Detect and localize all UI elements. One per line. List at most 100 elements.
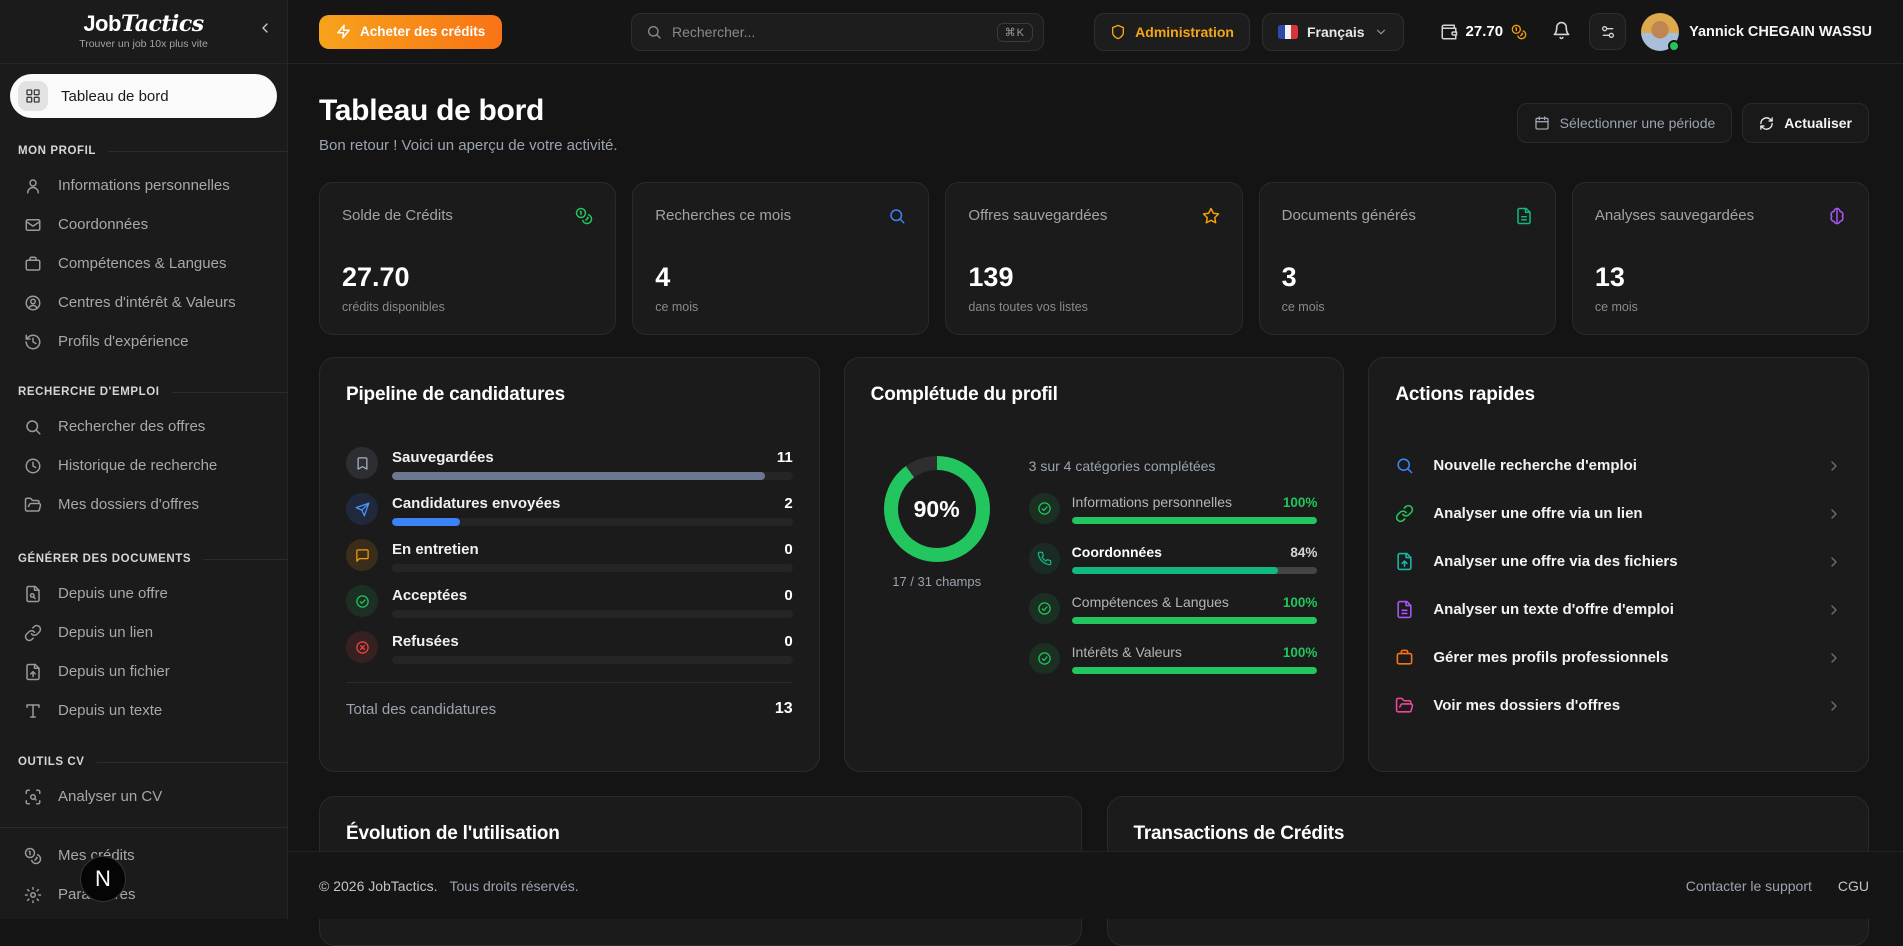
action-label: Analyser un texte d'offre d'emploi	[1433, 601, 1674, 618]
action-analyser-offre-fichiers[interactable]: Analyser une offre via des fichiers	[1395, 552, 1842, 571]
pipeline-value: 2	[784, 495, 793, 512]
pipeline-rows: Sauvegardées 11 Candidatures envoyées 2 En…	[346, 447, 793, 664]
sidebar-item-depuis-un-fichier[interactable]: Depuis un fichier	[0, 652, 287, 691]
sidebar-item-centres-interet-valeurs[interactable]: Centres d'intérêt & Valeurs	[0, 283, 287, 322]
sidebar-item-historique-de-recherche[interactable]: Historique de recherche	[0, 446, 287, 485]
sidebar-item-tableau-de-bord[interactable]: Tableau de bord	[10, 74, 277, 118]
stat-value: 3	[1281, 262, 1297, 292]
search-icon	[888, 207, 906, 225]
briefcase-icon	[24, 255, 42, 273]
stat-label: Analyses sauvegardées	[1594, 207, 1755, 224]
progress-track	[1071, 617, 1318, 624]
pipeline-total: Total des candidatures 13	[346, 682, 793, 718]
action-analyser-offre-lien[interactable]: Analyser une offre via un lien	[1395, 504, 1842, 523]
sidebar-item-label: Informations personnelles	[58, 177, 230, 194]
administration-button[interactable]: Administration	[1094, 12, 1250, 51]
category-label: Coordonnées	[1071, 544, 1162, 560]
pipeline-row-refusees: Refusées 0	[346, 631, 793, 664]
refresh-button[interactable]: Actualiser	[1742, 103, 1869, 143]
check-circle-icon	[346, 585, 378, 617]
section-label: RECHERCHE D'EMPLOI	[0, 386, 287, 398]
sidebar-item-label: Profils d'expérience	[58, 333, 189, 350]
history-icon	[24, 333, 42, 351]
stat-card-analyses-sauvegardees: Analyses sauvegardées 13 ce mois	[1571, 182, 1870, 335]
category-label: Informations personnelles	[1071, 494, 1232, 510]
sidebar-collapse-button[interactable]	[257, 20, 273, 39]
credits-balance[interactable]: 27.70	[1440, 23, 1528, 41]
card-title: Transactions de Crédits	[1133, 823, 1345, 844]
select-period-button[interactable]: Sélectionner une période	[1516, 103, 1733, 143]
contact-support-link[interactable]: Contacter le support	[1685, 877, 1812, 894]
notifications-button[interactable]	[1552, 21, 1571, 43]
profile-completeness-card: Complétude du profil 90% 17 / 31 champs …	[843, 357, 1345, 772]
action-nouvelle-recherche[interactable]: Nouvelle recherche d'emploi	[1395, 456, 1842, 475]
sidebar-item-depuis-un-lien[interactable]: Depuis un lien	[0, 613, 287, 652]
card-title: Complétude du profil	[870, 384, 1058, 405]
sidebar-item-mes-dossiers-offres[interactable]: Mes dossiers d'offres	[0, 485, 287, 524]
action-voir-dossiers[interactable]: Voir mes dossiers d'offres	[1395, 696, 1842, 715]
n-badge[interactable]: N	[80, 856, 126, 902]
progress-fill	[1071, 517, 1318, 524]
main-content: Tableau de bord Bon retour ! Voici un ap…	[288, 64, 1903, 946]
user-menu[interactable]: Yannick CHEGAIN WASSU	[1641, 12, 1872, 52]
sidebar-item-rechercher-des-offres[interactable]: Rechercher des offres	[0, 407, 287, 446]
page-header: Tableau de bord Bon retour ! Voici un ap…	[319, 94, 1869, 154]
topbar-right: Administration Français 27.70 Yannick CH…	[1094, 12, 1872, 52]
global-search[interactable]: ⌘K	[631, 13, 1044, 51]
search-icon	[24, 418, 42, 436]
sidebar-item-label: Coordonnées	[58, 216, 149, 233]
search-input[interactable]	[672, 24, 987, 40]
completion-ring-column: 90% 17 / 31 champs	[871, 454, 1003, 674]
stat-subtitle: ce mois	[655, 300, 699, 314]
middle-row: Pipeline de candidatures Sauvegardées 11 …	[319, 357, 1870, 772]
quick-actions-list: Nouvelle recherche d'emploi Analyser une…	[1395, 456, 1842, 715]
stat-label: Documents générés	[1281, 207, 1416, 224]
sidebar-section-mon-profil: MON PROFIL Informations personnelles Coo…	[0, 145, 287, 361]
sidebar-item-label: Compétences & Langues	[58, 255, 227, 272]
file-search-icon	[24, 585, 42, 603]
briefcase-icon	[1395, 648, 1414, 667]
link-icon	[24, 624, 42, 642]
bell-icon	[1552, 21, 1571, 40]
stat-card-recherches: Recherches ce mois 4 ce mois	[632, 182, 930, 335]
progress-fill	[392, 472, 765, 480]
card-title: Actions rapides	[1395, 384, 1535, 405]
user-circle-icon	[24, 294, 42, 312]
pipeline-row-envoyees: Candidatures envoyées 2	[346, 493, 793, 526]
page-title: Tableau de bord	[319, 94, 544, 127]
action-label: Analyser une offre via des fichiers	[1433, 553, 1678, 570]
language-label: Français	[1306, 23, 1365, 40]
progress-track	[392, 472, 793, 480]
sidebar-item-analyser-un-cv[interactable]: Analyser un CV	[0, 777, 287, 816]
card-title: Évolution de l'utilisation	[346, 823, 560, 844]
sidebar-item-coordonnees[interactable]: Coordonnées	[0, 205, 287, 244]
total-value: 13	[774, 700, 793, 717]
sidebar-item-depuis-une-offre[interactable]: Depuis une offre	[0, 574, 287, 613]
buy-credits-button[interactable]: Acheter des crédits	[319, 14, 503, 49]
mail-icon	[24, 216, 42, 234]
sidebar-item-informations-personnelles[interactable]: Informations personnelles	[0, 166, 287, 205]
language-selector[interactable]: Français	[1261, 12, 1404, 51]
sidebar-item-mes-credits[interactable]: Mes crédits	[0, 836, 287, 875]
stat-subtitle: ce mois	[1594, 300, 1638, 314]
chevron-left-icon	[257, 20, 273, 36]
action-gerer-profils[interactable]: Gérer mes profils professionnels	[1395, 648, 1842, 667]
pipeline-label: Refusées	[392, 633, 459, 650]
sidebar-item-competences-langues[interactable]: Compétences & Langues	[0, 244, 287, 283]
cgu-link[interactable]: CGU	[1837, 877, 1869, 894]
action-analyser-texte-offre[interactable]: Analyser un texte d'offre d'emploi	[1395, 600, 1842, 619]
brain-icon	[1828, 207, 1846, 225]
preferences-button[interactable]	[1589, 13, 1627, 50]
calendar-icon	[1534, 115, 1550, 131]
x-circle-icon	[346, 631, 378, 663]
check-circle-icon	[1028, 493, 1060, 524]
sidebar-item-depuis-un-texte[interactable]: Depuis un texte	[0, 691, 287, 730]
stat-value: 27.70	[342, 262, 410, 292]
sidebar-item-label: Depuis un lien	[58, 624, 154, 641]
footer: © 2026 JobTactics. Tous droits réservés. …	[288, 851, 1903, 919]
progress-fill	[1071, 617, 1318, 624]
sidebar-item-parametres[interactable]: Paramètres	[0, 875, 287, 914]
sidebar-item-profils-experience[interactable]: Profils d'expérience	[0, 322, 287, 361]
logo: JobTactics Trouver un job 10x plus vite	[79, 13, 208, 51]
sidebar-item-label: Depuis une offre	[58, 585, 168, 602]
